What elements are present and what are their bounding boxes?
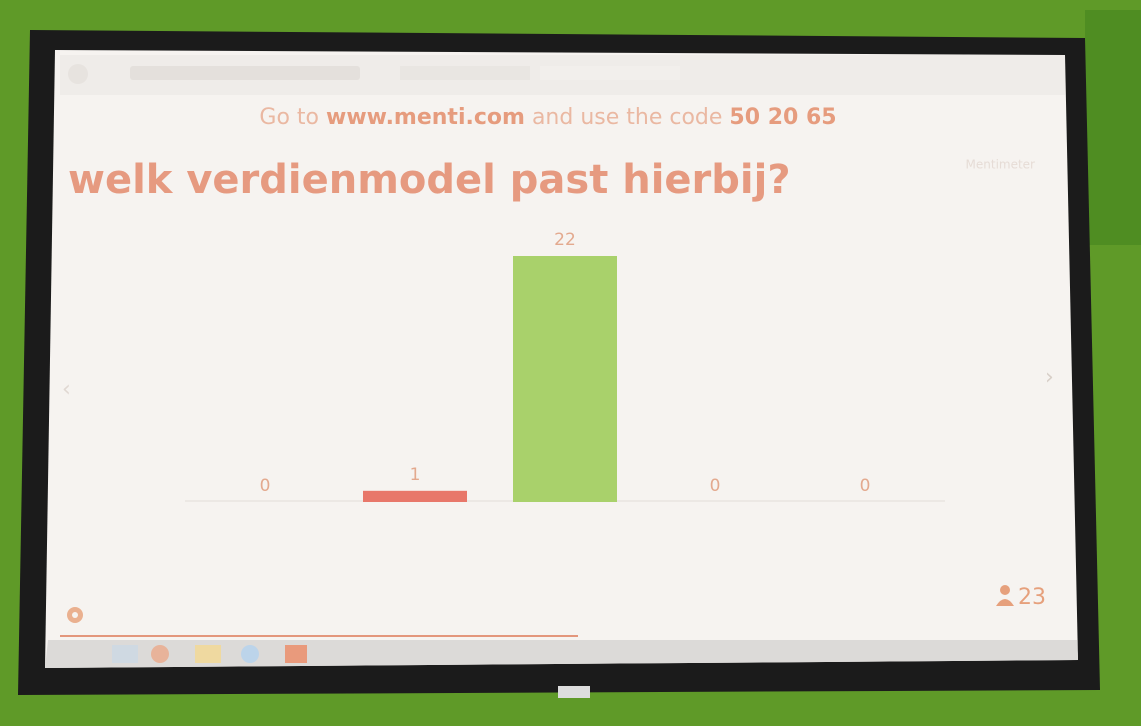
chart-title: welk verdienmodel past hierbij?	[68, 157, 791, 203]
header: Go to www.menti.com and use the code 50 20 …	[259, 105, 836, 130]
header-code: 50 20 65	[729, 105, 836, 130]
wall-panel	[1085, 10, 1141, 245]
taskbar-icon	[112, 645, 138, 663]
value-label: 0	[710, 476, 721, 496]
value-label: 22	[554, 230, 576, 250]
browser-tab	[400, 66, 530, 80]
taskbar-icon	[195, 645, 221, 663]
bar	[513, 256, 617, 502]
browser-tab	[540, 66, 680, 80]
participant-icon	[996, 599, 1014, 606]
next-arrow: ›	[1045, 365, 1054, 390]
prev-arrow: ‹	[62, 377, 71, 402]
participant-count: 23	[1018, 585, 1046, 610]
address-field	[130, 66, 360, 80]
participant-icon	[1000, 585, 1010, 595]
screen-sensor	[558, 686, 590, 698]
taskbar-icon	[241, 645, 259, 663]
brand: Mentimeter	[966, 158, 1036, 172]
value-label: 0	[260, 476, 271, 496]
header-text: Go to	[259, 105, 319, 130]
value-label: 0	[860, 476, 871, 496]
header-text: and use the code	[532, 105, 722, 130]
taskbar-icon	[285, 645, 307, 663]
value-label: 1	[410, 465, 421, 485]
plot: 0 1 22 0 0	[260, 230, 871, 502]
header-url: www.menti.com	[326, 105, 525, 130]
back-button	[68, 64, 88, 84]
taskbar-icon	[151, 645, 169, 663]
settings-icon-hole	[72, 612, 78, 618]
bar	[363, 490, 467, 502]
